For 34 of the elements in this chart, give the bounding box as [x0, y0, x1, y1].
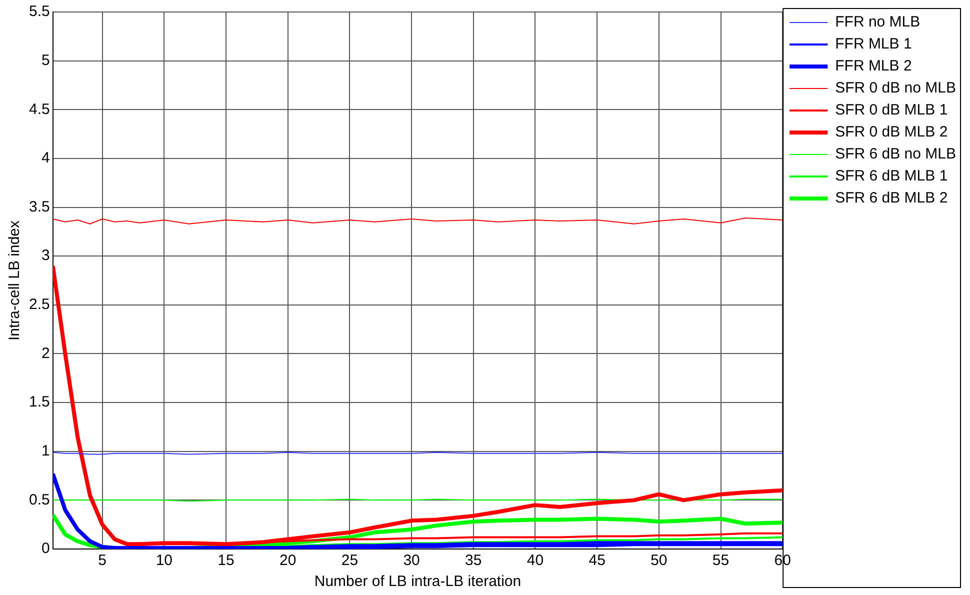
legend-label: SFR 6 dB MLB 1 — [835, 168, 948, 185]
y-tick-label: 0 — [42, 540, 50, 558]
y-tick-label: 4.5 — [28, 100, 50, 118]
x-tick-label: 15 — [218, 552, 234, 570]
y-tick-label: 2 — [42, 344, 50, 362]
y-tick-label: 5.5 — [28, 3, 50, 20]
legend-label: SFR 6 dB no MLB — [835, 146, 956, 163]
y-tick-label: 3 — [42, 247, 50, 264]
x-tick-label: 50 — [650, 552, 668, 570]
y-tick-label: 0.5 — [28, 491, 50, 508]
x-tick-label: 30 — [403, 552, 420, 570]
legend-label: SFR 0 dB no MLB — [835, 80, 956, 97]
legend-label: FFR MLB 1 — [835, 36, 912, 53]
legend-label: SFR 6 dB MLB 2 — [835, 190, 948, 207]
x-tick-label: 20 — [280, 552, 296, 570]
x-axis-title: Number of LB intra-LB iteration — [314, 573, 522, 590]
legend-label: FFR no MLB — [835, 14, 920, 31]
x-tick-label: 45 — [588, 552, 606, 570]
y-tick-label: 1.5 — [28, 394, 50, 411]
y-tick-label: 5 — [42, 52, 50, 69]
y-tick-label: 1 — [42, 442, 50, 460]
y-tick-label: 4 — [42, 150, 50, 167]
y-axis-title: Intra-cell LB index — [6, 220, 24, 341]
x-tick-label: 5 — [98, 552, 106, 570]
x-tick-label: 10 — [156, 552, 173, 570]
legend-label: SFR 0 dB MLB 2 — [835, 124, 948, 141]
y-tick-label: 3.5 — [28, 198, 50, 216]
x-tick-label: 25 — [341, 552, 358, 570]
legend-label: FFR MLB 2 — [835, 58, 912, 75]
x-tick-label: 55 — [712, 552, 730, 570]
y-tick-label: 2.5 — [28, 296, 50, 314]
x-tick-label: 35 — [465, 552, 482, 570]
legend-label: SFR 0 dB MLB 1 — [835, 102, 948, 119]
x-tick-label: 40 — [526, 552, 544, 570]
